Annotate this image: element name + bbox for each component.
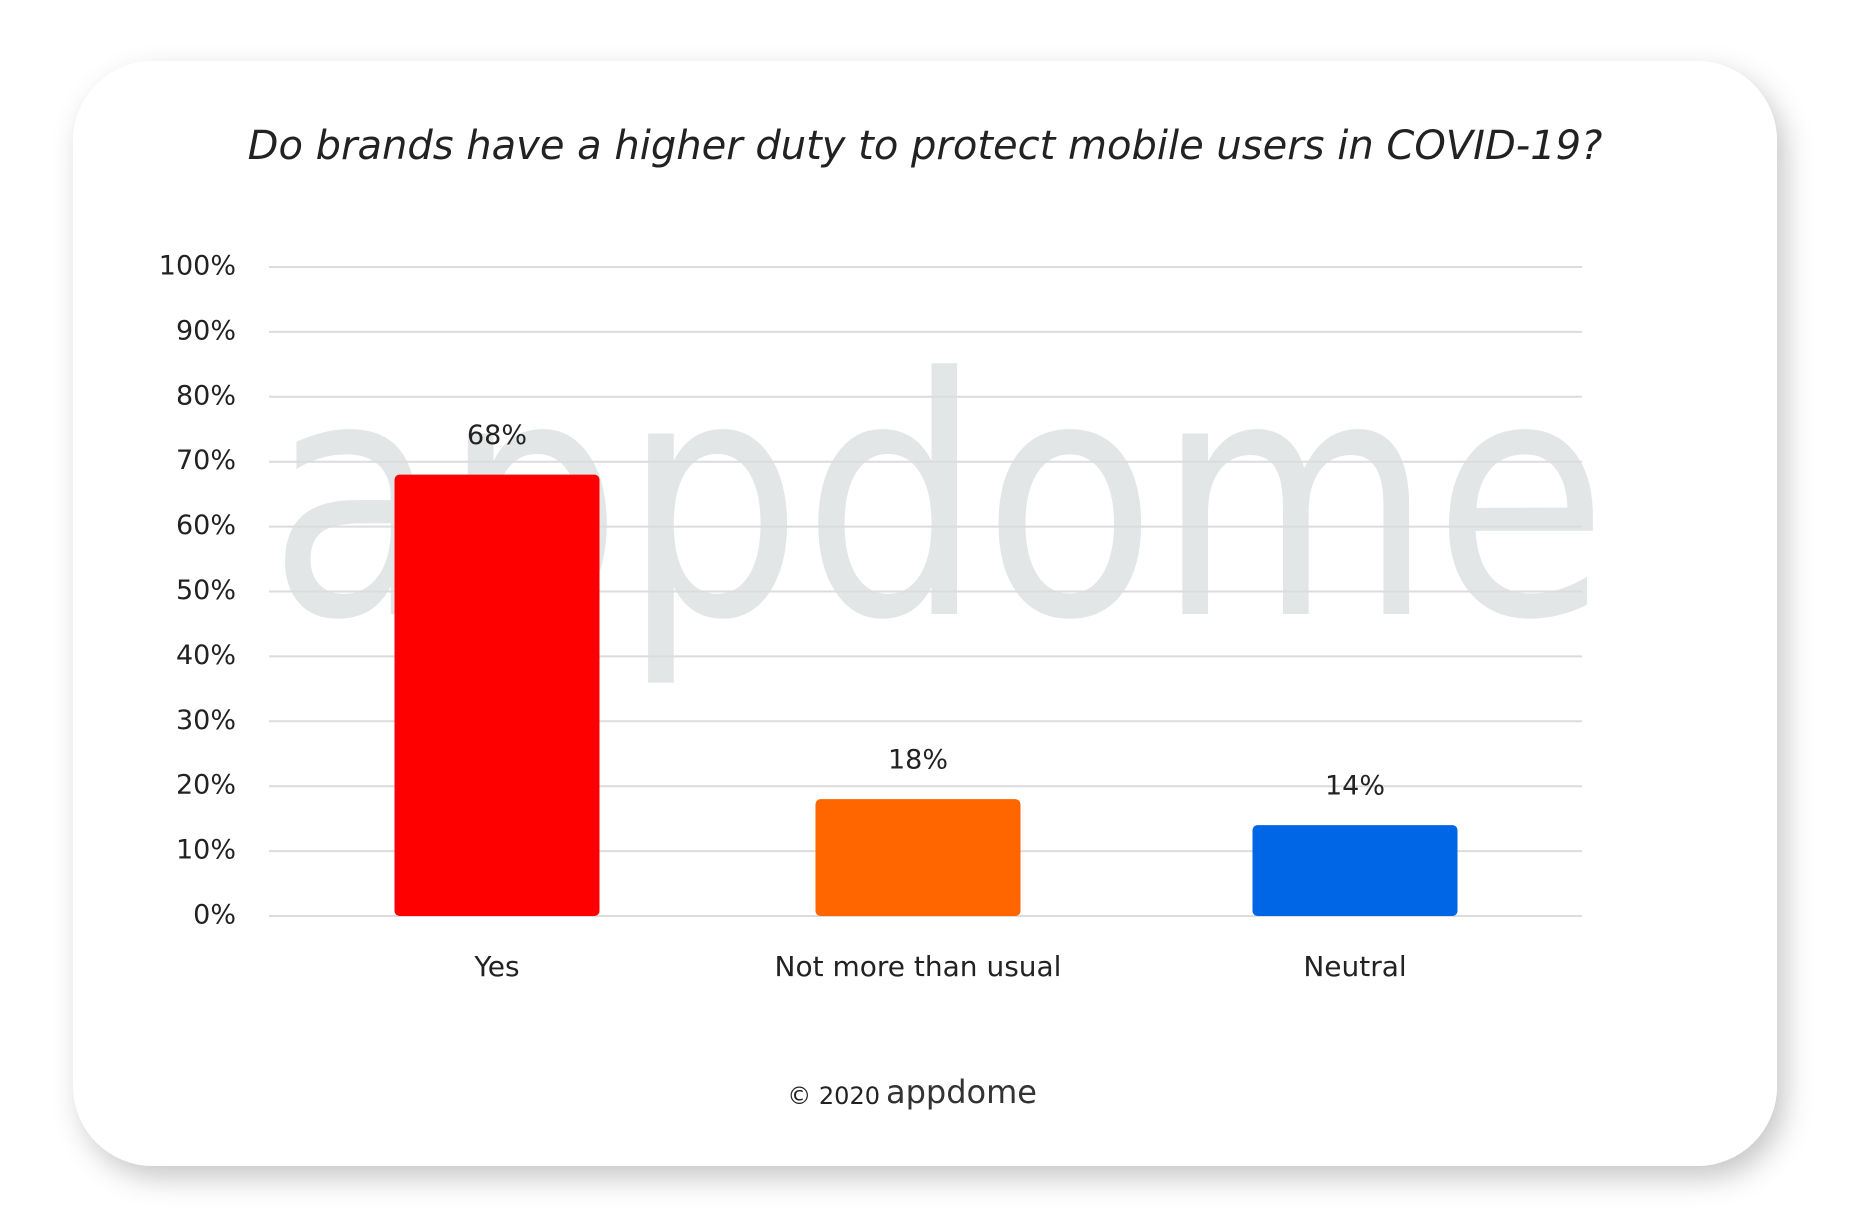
x-tick-label: Neutral <box>1303 950 1406 983</box>
bar <box>394 474 600 916</box>
x-tick-label: Yes <box>473 950 519 983</box>
data-label: 68% <box>467 420 527 451</box>
y-tick-label: 90% <box>176 315 236 346</box>
bar <box>1252 825 1458 916</box>
y-tick-label: 20% <box>176 770 236 801</box>
data-label: 18% <box>888 745 948 776</box>
y-tick-label: 50% <box>176 575 236 606</box>
y-tick-label: 60% <box>176 510 236 541</box>
y-tick-label: 10% <box>176 835 236 866</box>
y-tick-label: 100% <box>159 251 236 282</box>
bar <box>815 799 1021 916</box>
x-tick-label: Not more than usual <box>775 950 1062 983</box>
y-tick-label: 80% <box>176 380 236 411</box>
data-label: 14% <box>1325 771 1385 802</box>
y-tick-label: 30% <box>176 705 236 736</box>
y-tick-label: 40% <box>176 640 236 671</box>
y-tick-label: 70% <box>176 445 236 476</box>
plot: 0% 10% 20% 30% 40% 50% 60% 70% 80% 90% 100% 68% Yes 1… <box>159 251 1582 983</box>
footer-brand: appdome <box>886 1073 1037 1111</box>
footer-copyright: © 2020 <box>787 1082 880 1110</box>
chart-title: Do brands have a higher duty to protect … <box>248 123 1603 169</box>
y-tick-label: 0% <box>193 900 236 931</box>
